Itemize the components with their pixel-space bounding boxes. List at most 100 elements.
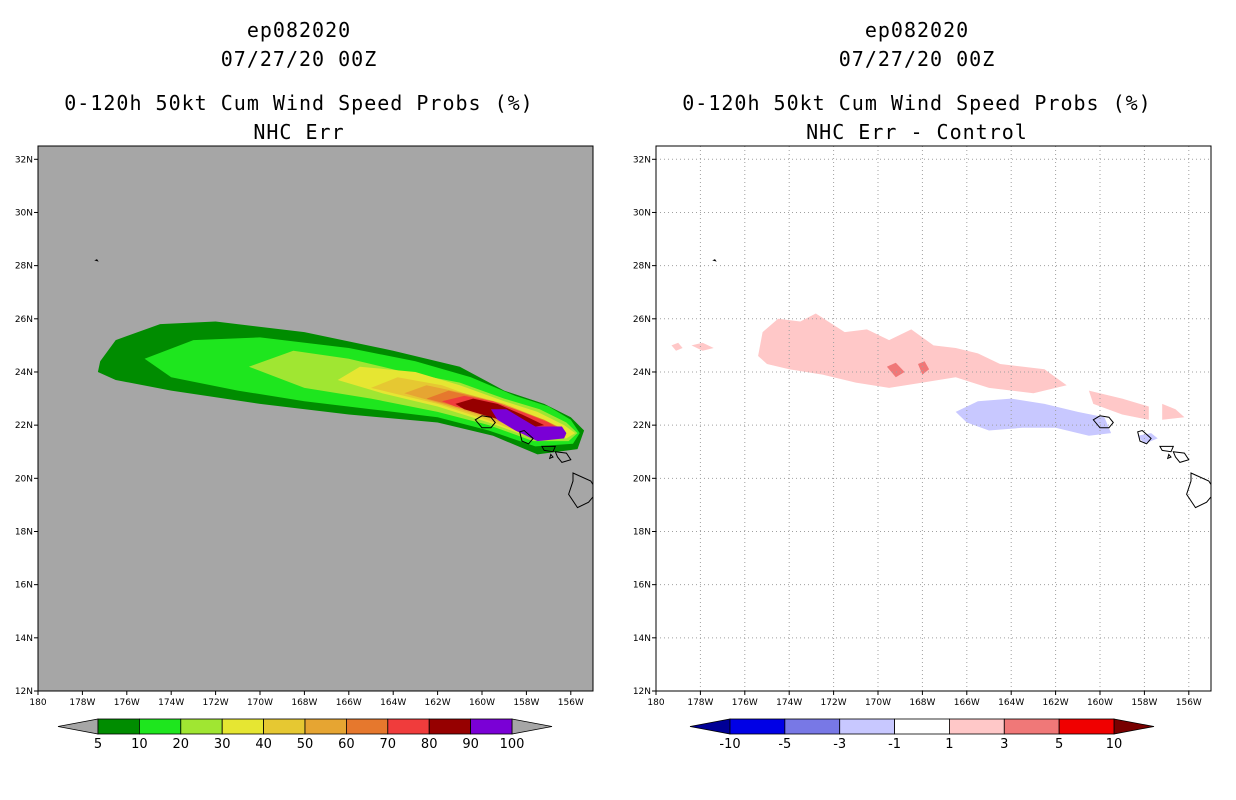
- chart-subtitle: NHC Err - Control: [806, 120, 1028, 144]
- colorbar-label: 90: [462, 737, 479, 752]
- colorbar-swatch: [138, 718, 182, 735]
- chart-subtitle: NHC Err: [253, 120, 345, 144]
- colorbar-arrow-low: [689, 718, 731, 735]
- contour-level-1: [671, 342, 683, 351]
- x-tick-label: 156W: [558, 698, 584, 708]
- x-tick-label: 158W: [513, 698, 539, 708]
- contour-level-neg1: [1137, 433, 1158, 444]
- colorbar-swatch: [949, 718, 1005, 735]
- coastline: [1092, 415, 1114, 429]
- plot-layer: [656, 146, 1211, 691]
- y-tick-label: 26N: [633, 315, 651, 325]
- x-tick-label: 178W: [687, 698, 713, 708]
- probability-map: 180 178W 176W 174W 172W 170W 168W 166W 164W 162W 1…: [15, 145, 594, 752]
- x-tick-label: 166W: [336, 698, 362, 708]
- y-tick-label: 22N: [633, 421, 651, 431]
- difference-map: 180 178W 176W 174W 172W 170W 168W 166W 164W 162W 1…: [633, 145, 1212, 752]
- x-tick-label: 160W: [1087, 698, 1113, 708]
- colorbar-swatch: [470, 718, 513, 735]
- colorbar-label: 20: [173, 737, 190, 752]
- x-tick-label: 156W: [1176, 698, 1202, 708]
- y-tick-label: 24N: [15, 368, 33, 378]
- colorbar-swatch: [304, 718, 347, 735]
- colorbar-label: 70: [380, 737, 397, 752]
- coastline: [554, 451, 572, 463]
- colorbar-label: 30: [214, 737, 231, 752]
- colorbar-arrow-high: [511, 718, 553, 735]
- coastline: [712, 259, 717, 262]
- y-tick-label: 20N: [633, 474, 651, 484]
- y-tick-label: 26N: [15, 315, 33, 325]
- y-tick-label: 12N: [633, 687, 651, 697]
- x-tick-label: 180: [647, 698, 664, 708]
- colorbar-swatch: [180, 718, 223, 735]
- colorbar-label: 80: [421, 737, 438, 752]
- x-tick-label: 174W: [158, 698, 184, 708]
- plot-frame: [655, 145, 1212, 692]
- x-tick-label: 176W: [114, 698, 140, 708]
- colorbar-label: 60: [338, 737, 355, 752]
- x-tick-label: 174W: [776, 698, 802, 708]
- x-tick-label: 164W: [998, 698, 1024, 708]
- colorbar-label: -1: [888, 737, 901, 752]
- colorbar-label: 100: [500, 737, 525, 752]
- x-tick-label: 172W: [203, 698, 229, 708]
- colorbar-swatch: [428, 718, 472, 735]
- x-tick-label: 180: [29, 698, 46, 708]
- x-tick-label: 172W: [821, 698, 847, 708]
- plot-layer: [94, 259, 593, 509]
- colorbar-swatch: [221, 718, 264, 735]
- x-tick-label: 160W: [469, 698, 495, 708]
- colorbar-swatch: [729, 718, 786, 735]
- y-tick-label: 30N: [633, 208, 651, 218]
- y-tick-label: 28N: [15, 262, 33, 272]
- y-tick-label: 32N: [633, 155, 651, 165]
- colorbar-swatch: [345, 718, 389, 735]
- colorbar-swatch: [263, 718, 306, 735]
- x-tick-label: 176W: [732, 698, 758, 708]
- chart-title-storm: ep082020: [246, 18, 352, 42]
- colorbar-swatch: [387, 718, 430, 735]
- colorbar-swatch: [1003, 718, 1060, 735]
- y-tick-label: 16N: [633, 581, 651, 591]
- contour-level-3: [918, 361, 930, 375]
- colorbar-swatch: [1058, 718, 1115, 735]
- x-tick-label: 164W: [380, 698, 406, 708]
- colorbar-label: 50: [297, 737, 314, 752]
- colorbar-label: 5: [94, 737, 102, 752]
- coastline: [568, 472, 593, 509]
- y-tick-label: 20N: [15, 474, 33, 484]
- coastline: [474, 415, 496, 429]
- plot-frame: [37, 145, 594, 692]
- colorbar-label: 10: [131, 737, 148, 752]
- colorbar-arrow-high: [1113, 718, 1155, 735]
- colorbar-label: -3: [833, 737, 846, 752]
- y-tick-label: 14N: [15, 634, 33, 644]
- contour-level-3: [886, 362, 905, 378]
- contour-level-neg1: [955, 398, 1112, 436]
- colorbar-label: 3: [1000, 737, 1008, 752]
- y-tick-label: 16N: [15, 581, 33, 591]
- contour-level-1: [1088, 390, 1149, 420]
- left-panel: ep082020 07/27/20 00Z 0-120h 50kt Cum Wi…: [15, 18, 594, 752]
- chart-title-date: 07/27/20 00Z: [838, 47, 996, 71]
- y-tick-label: 28N: [633, 262, 651, 272]
- x-tick-label: 170W: [865, 698, 891, 708]
- x-tick-label: 162W: [425, 698, 451, 708]
- x-tick-label: 178W: [69, 698, 95, 708]
- y-tick-label: 14N: [633, 634, 651, 644]
- plot-background: [656, 146, 1211, 691]
- colorbar-swatch: [784, 718, 841, 735]
- chart-title-storm: ep082020: [864, 18, 970, 42]
- y-tick-label: 12N: [15, 687, 33, 697]
- colorbar-swatch: [839, 718, 895, 735]
- x-tick-label: 162W: [1043, 698, 1069, 708]
- colorbar-label: 10: [1106, 737, 1123, 752]
- x-tick-label: 170W: [247, 698, 273, 708]
- contour-level-90: [490, 409, 567, 442]
- contour-level-1: [758, 313, 1067, 394]
- colorbar-arrow-low: [57, 718, 99, 735]
- y-tick-label: 18N: [633, 527, 651, 537]
- y-tick-label: 22N: [15, 421, 33, 431]
- colorbar-label: 40: [255, 737, 272, 752]
